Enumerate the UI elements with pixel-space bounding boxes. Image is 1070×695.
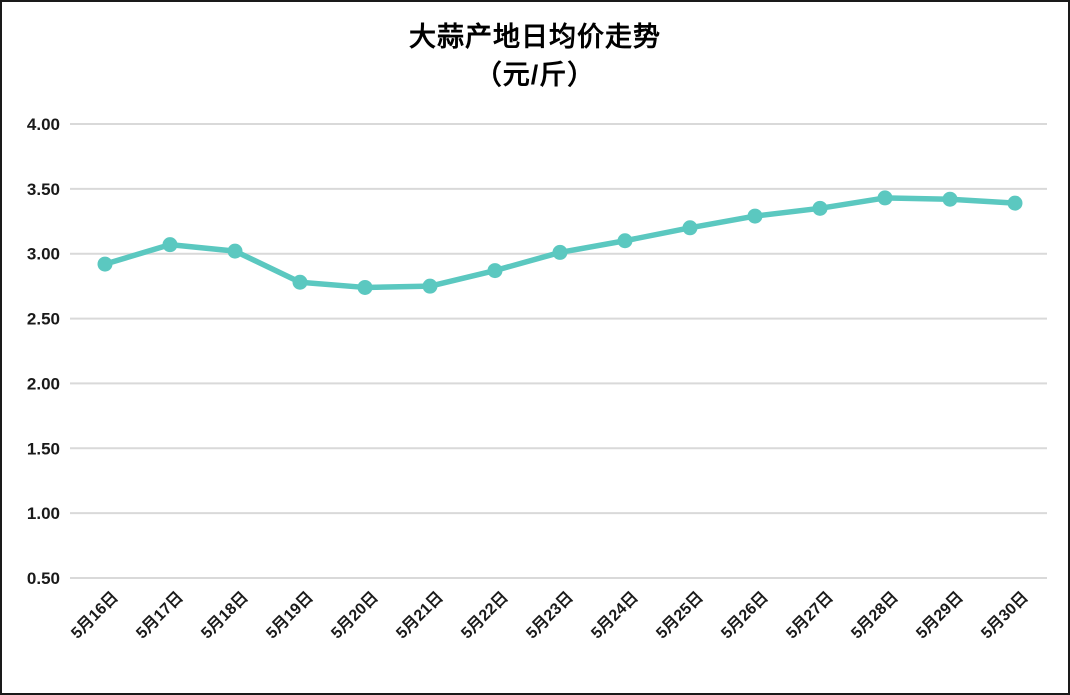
x-axis-tick-label: 5月21日 — [393, 588, 447, 642]
data-point-marker — [942, 191, 958, 207]
y-axis-tick-label: 2.00 — [27, 374, 60, 393]
data-point-marker — [552, 244, 568, 260]
y-axis-tick-label: 1.00 — [27, 504, 60, 523]
y-axis-tick-label: 1.50 — [27, 439, 60, 458]
data-point-marker — [877, 190, 893, 206]
x-axis-tick-label: 5月19日 — [263, 588, 317, 642]
x-axis-tick-label: 5月24日 — [588, 588, 642, 642]
x-axis-tick-label: 5月27日 — [783, 588, 837, 642]
data-point-marker — [747, 208, 763, 224]
x-axis-tick-label: 5月20日 — [328, 588, 382, 642]
x-axis-tick-label: 5月23日 — [523, 588, 577, 642]
x-axis-tick-label: 5月26日 — [718, 588, 772, 642]
x-axis-tick-label: 5月25日 — [653, 588, 707, 642]
x-axis-tick-label: 5月17日 — [133, 588, 187, 642]
y-axis-tick-label: 2.50 — [27, 310, 60, 329]
x-axis-tick-label: 5月22日 — [458, 588, 512, 642]
x-axis-tick-label: 5月29日 — [913, 588, 967, 642]
data-point-marker — [357, 279, 373, 295]
data-point-marker — [97, 256, 113, 272]
data-point-marker — [487, 263, 503, 279]
data-point-marker — [812, 200, 828, 216]
data-point-marker — [422, 278, 438, 294]
x-axis-tick-label: 5月18日 — [198, 588, 252, 642]
data-point-marker — [682, 220, 698, 236]
y-axis-tick-label: 3.00 — [27, 245, 60, 264]
y-axis-tick-label: 3.50 — [27, 180, 60, 199]
data-point-marker — [162, 237, 178, 253]
y-axis-tick-label: 0.50 — [27, 569, 60, 588]
data-point-marker — [292, 274, 308, 290]
data-point-marker — [227, 243, 243, 259]
x-axis-tick-label: 5月28日 — [848, 588, 902, 642]
price-line — [102, 195, 1018, 291]
x-axis-tick-label: 5月16日 — [68, 588, 122, 642]
data-point-marker — [617, 233, 633, 249]
data-point-marker — [1007, 195, 1023, 211]
x-axis-tick-label: 5月30日 — [978, 588, 1032, 642]
y-axis-tick-label: 4.00 — [27, 115, 60, 134]
